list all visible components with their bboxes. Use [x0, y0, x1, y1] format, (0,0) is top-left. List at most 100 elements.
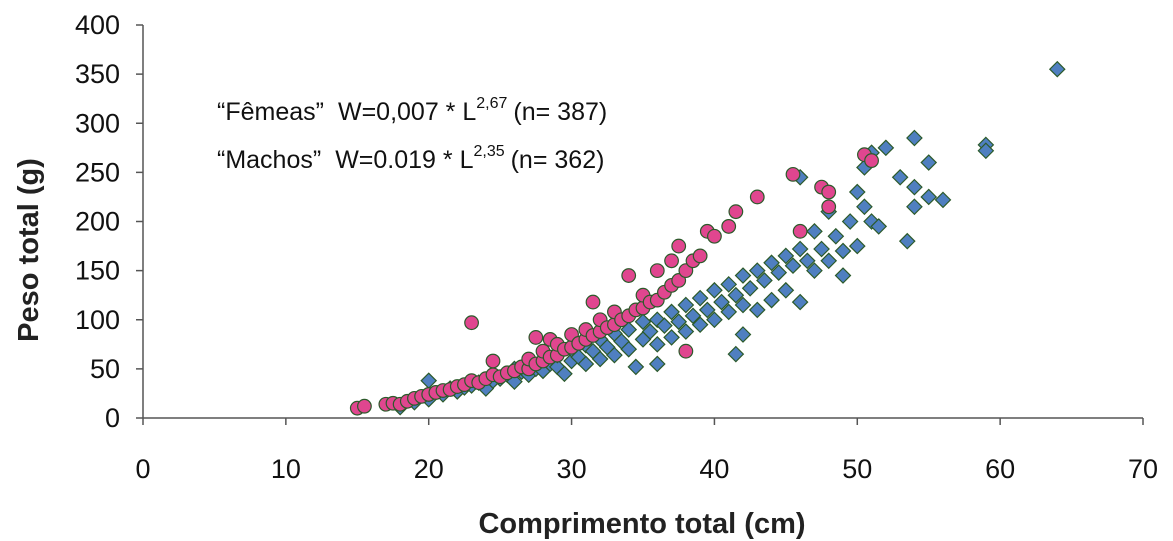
- x-tick-label: 60: [985, 454, 1015, 484]
- female-point-circle: [749, 189, 765, 205]
- annotation-exponent: 2,67: [476, 95, 507, 112]
- x-axis-title: Comprimento total (cm): [478, 508, 805, 540]
- y-tick-label: 150: [75, 256, 120, 286]
- x-tick-label: 70: [1128, 454, 1158, 484]
- male-point-diamond: [727, 345, 745, 363]
- male-point-diamond: [648, 355, 666, 373]
- female-point-circle: [671, 238, 687, 254]
- female-point-circle: [678, 263, 694, 279]
- male-point-diamond: [756, 272, 773, 289]
- x-tick-label: 50: [842, 454, 872, 484]
- male-point-diamond: [720, 303, 738, 321]
- female-point-circle: [357, 398, 372, 414]
- y-tick-label: 100: [75, 305, 120, 335]
- y-tick-label: 350: [75, 59, 120, 89]
- annotation-group: “Fêmeas”: [217, 98, 324, 126]
- female-point-circle: [785, 166, 801, 182]
- male-point-diamond: [706, 311, 723, 329]
- y-tick-label: 200: [75, 207, 120, 237]
- male-point-diamond: [906, 129, 923, 147]
- female-point-circle: [728, 204, 744, 220]
- male-point-diamond: [806, 222, 823, 240]
- male-point-diamond: [834, 267, 852, 284]
- male-point-diamond: [770, 264, 788, 281]
- male-point-diamond: [648, 335, 666, 353]
- male-point-diamond: [777, 247, 795, 265]
- data-markers: [349, 60, 1066, 416]
- male-point-diamond: [798, 252, 816, 270]
- male-point-diamond: [684, 307, 702, 325]
- x-tick-label: 40: [699, 454, 729, 484]
- male-point-diamond: [677, 323, 695, 340]
- male-point-diamond: [977, 142, 995, 160]
- male-point-diamond: [720, 276, 738, 293]
- male-point-diamond: [834, 242, 852, 260]
- male-point-diamond: [827, 227, 845, 245]
- male-point-diamond: [906, 198, 923, 216]
- male-point-diamond: [620, 340, 638, 358]
- male-point-diamond: [848, 183, 866, 201]
- x-tick-label: 10: [271, 454, 301, 484]
- male-point-diamond: [591, 350, 609, 368]
- male-point-diamond: [748, 262, 766, 279]
- female-point-circle: [464, 315, 479, 331]
- axes: [142, 25, 1143, 419]
- male-point-diamond: [891, 168, 909, 186]
- male-point-diamond: [663, 303, 680, 321]
- female-point-circle: [821, 199, 837, 215]
- female-point-circle: [692, 248, 708, 264]
- male-point-diamond: [791, 240, 809, 258]
- female-point-circle: [585, 294, 601, 310]
- male-point-diamond: [1048, 60, 1066, 78]
- annotation-equation: W=0.019 * L: [335, 146, 473, 174]
- male-point-diamond: [906, 178, 923, 196]
- male-point-diamond: [841, 213, 859, 230]
- annotation-group: “Machos”: [217, 146, 321, 174]
- male-point-diamond: [734, 296, 752, 314]
- male-point-diamond: [934, 191, 952, 209]
- male-point-diamond: [656, 317, 673, 334]
- male-point-diamond: [727, 286, 745, 304]
- male-point-diamond: [691, 316, 709, 334]
- male-point-diamond: [577, 355, 595, 373]
- y-axis-title: Peso total (g): [13, 158, 45, 342]
- male-point-diamond: [791, 293, 809, 311]
- male-point-diamond: [877, 139, 895, 157]
- female-point-circle: [528, 330, 544, 345]
- male-point-diamond: [920, 188, 938, 206]
- male-point-diamond: [777, 281, 795, 299]
- male-point-diamond: [870, 218, 888, 235]
- female-point-circle: [485, 353, 501, 369]
- annotation-exponent: 2,35: [473, 143, 504, 160]
- male-point-diamond: [627, 358, 645, 376]
- annotation-n: (n= 387): [513, 98, 607, 126]
- male-point-diamond: [556, 365, 573, 383]
- female-point-circle: [678, 343, 694, 359]
- y-tick-label: 300: [75, 108, 120, 138]
- male-point-diamond: [713, 293, 730, 311]
- male-point-diamond: [856, 198, 873, 216]
- male-point-diamond: [670, 313, 688, 331]
- y-tick-label: 250: [75, 157, 120, 187]
- male-point-diamond: [848, 237, 866, 255]
- annotation-n: (n= 362): [511, 146, 605, 174]
- equation-annotations: “Fêmeas” W=0,007 * L2,67 (n= 387) “Machos” W…: [217, 95, 607, 174]
- male-point-diamond: [677, 296, 695, 314]
- annotation-equation: W=0,007 * L: [338, 98, 476, 126]
- female-point-circle: [621, 268, 637, 283]
- male-point-diamond: [763, 254, 780, 272]
- male-point-diamond: [663, 329, 680, 346]
- male-point-diamond: [784, 257, 802, 275]
- male-point-diamond: [706, 281, 723, 299]
- y-tick-label: 400: [75, 10, 120, 40]
- male-point-diamond: [734, 267, 752, 284]
- male-point-diamond: [763, 291, 780, 309]
- male-point-diamond: [920, 154, 938, 171]
- female-point-circle: [721, 219, 737, 234]
- female-point-circle: [821, 184, 837, 200]
- equation-annotation: “Machos” W=0.019 * L2,35 (n= 362): [217, 143, 604, 174]
- male-point-diamond: [634, 313, 652, 331]
- female-point-circle: [864, 153, 879, 168]
